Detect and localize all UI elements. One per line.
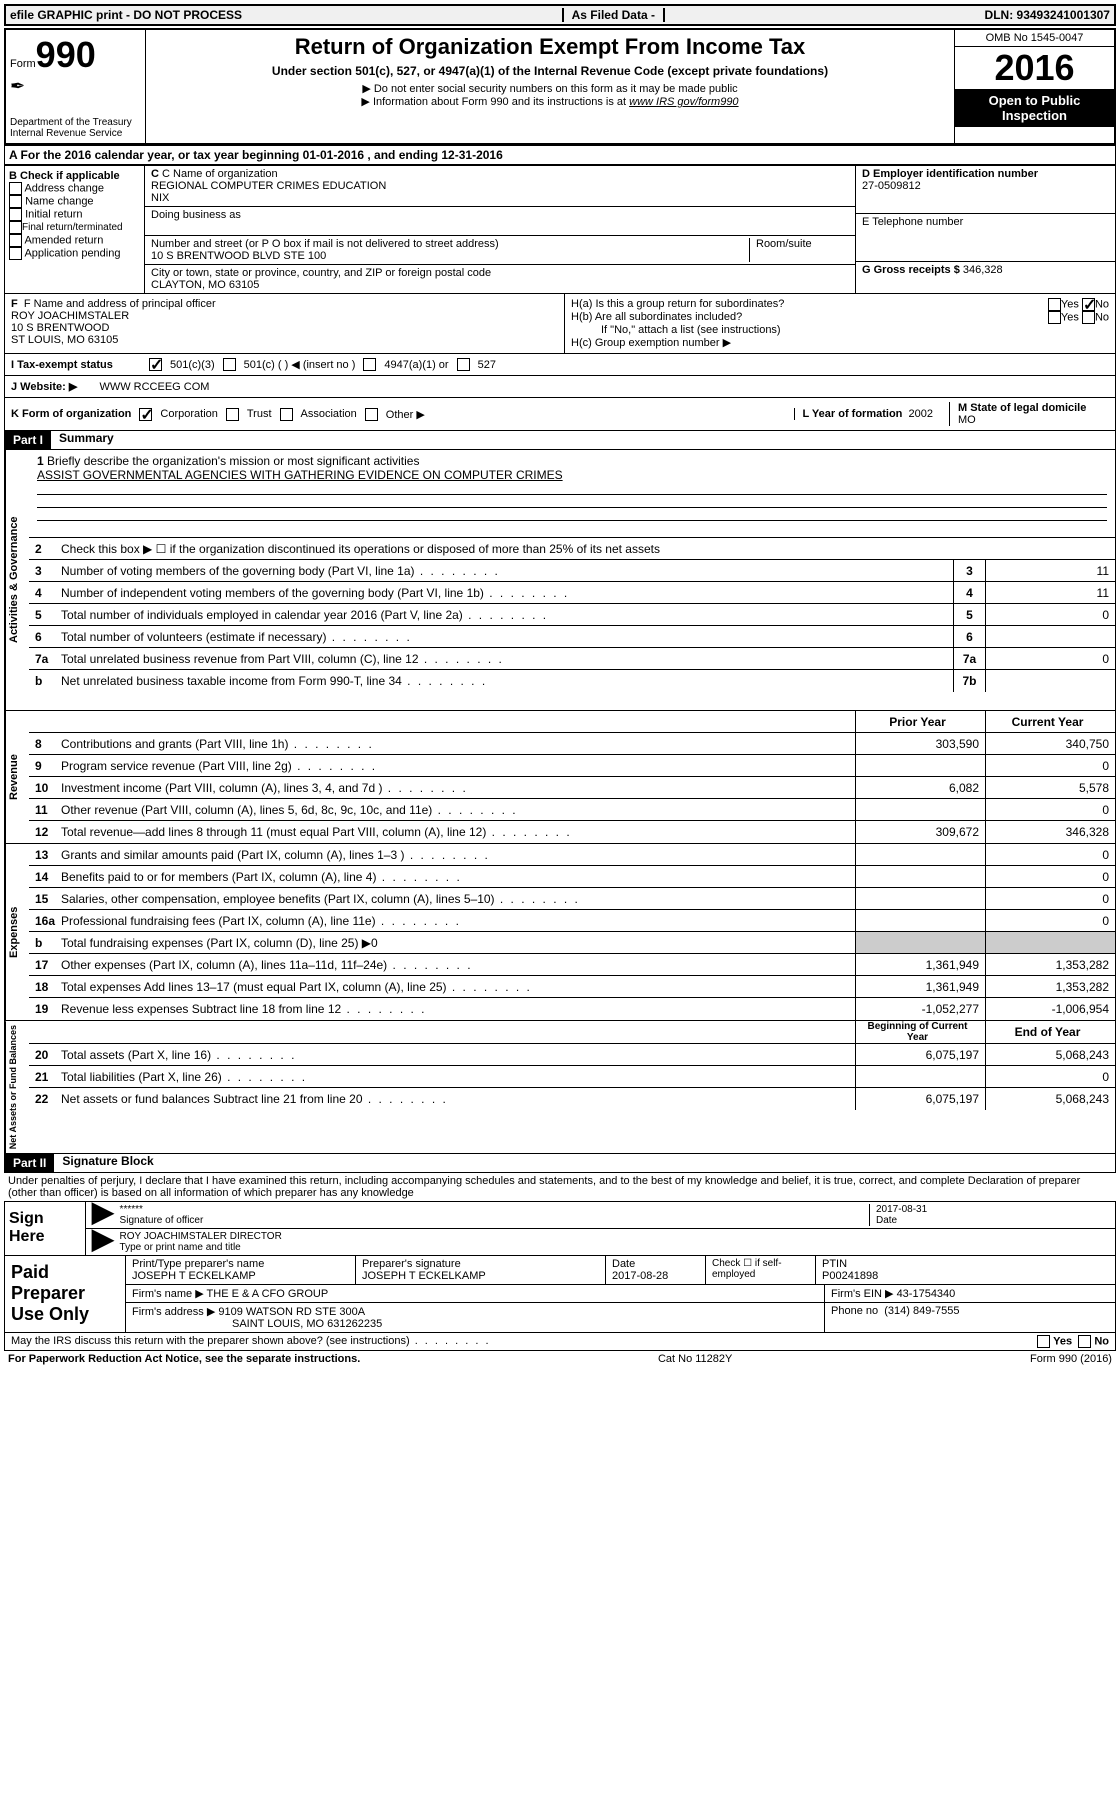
line-19: 19 Revenue less expenses Subtract line 1… (29, 998, 1115, 1020)
chk-4947[interactable] (363, 358, 376, 371)
paid-preparer-block: Paid Preparer Use Only Print/Type prepar… (4, 1256, 1116, 1333)
line-20: 20 Total assets (Part X, line 16) 6,075,… (29, 1044, 1115, 1066)
line-3: 3 Number of voting members of the govern… (29, 560, 1115, 582)
box-b: B Check if applicable Address change Nam… (5, 166, 145, 293)
chk-name-change[interactable]: Name change (9, 195, 140, 208)
box-d: D Employer identification number 27-0509… (856, 166, 1115, 214)
box-e: E Telephone number (856, 214, 1115, 262)
chk-501c[interactable] (223, 358, 236, 371)
line-7a: 7a Total unrelated business revenue from… (29, 648, 1115, 670)
mission-block: 1 Briefly describe the organization's mi… (29, 450, 1115, 538)
hb-yes-no[interactable]: Yes No (1048, 311, 1109, 324)
box-c-address: Number and street (or P O box if mail is… (145, 236, 855, 265)
line-b: b Total fundraising expenses (Part IX, c… (29, 932, 1115, 954)
chk-amended[interactable]: Amended return (9, 234, 140, 247)
vert-netassets: Net Assets or Fund Balances (5, 1021, 29, 1153)
instr-2: ▶ Information about Form 990 and its ins… (154, 95, 946, 108)
form-header: Form990 ✒ Department of the Treasury Int… (4, 28, 1116, 145)
irs-link[interactable]: www IRS gov/form990 (629, 96, 738, 108)
public-inspection: Open to Public Inspection (955, 89, 1114, 127)
discuss-row: May the IRS discuss this return with the… (4, 1333, 1116, 1351)
chk-trust[interactable] (226, 408, 239, 421)
box-c-dba: Doing business as (145, 207, 855, 236)
footer: For Paperwork Reduction Act Notice, see … (4, 1351, 1116, 1367)
box-h: H(a) Is this a group return for subordin… (565, 294, 1115, 353)
chk-501c3[interactable] (149, 358, 162, 371)
box-c-name: C C Name of organization REGIONAL COMPUT… (145, 166, 855, 207)
line-b: b Net unrelated business taxable income … (29, 670, 1115, 692)
sign-here-block: Sign Here ▶ ****** Signature of officer … (4, 1201, 1116, 1256)
form-label: Form (10, 58, 36, 70)
line-8: 8 Contributions and grants (Part VIII, l… (29, 733, 1115, 755)
topbar-right: DLN: 93493241001307 (985, 8, 1110, 22)
website[interactable]: WWW RCCEEG COM (99, 381, 209, 393)
chk-pending[interactable]: Application pending (9, 247, 140, 260)
line-13: 13 Grants and similar amounts paid (Part… (29, 844, 1115, 866)
line-6: 6 Total number of volunteers (estimate i… (29, 626, 1115, 648)
line-11: 11 Other revenue (Part VIII, column (A),… (29, 799, 1115, 821)
row-a-tax-year: A For the 2016 calendar year, or tax yea… (4, 145, 1116, 165)
omb-number: OMB No 1545-0047 (955, 30, 1114, 47)
begin-end-header: Beginning of Current Year End of Year (29, 1021, 1115, 1044)
section-bcdefg: B Check if applicable Address change Nam… (4, 165, 1116, 294)
vert-governance: Activities & Governance (5, 450, 29, 710)
sig-arrow-icon-2: ▶ (92, 1231, 114, 1253)
main-title: Return of Organization Exempt From Incom… (154, 34, 946, 60)
vert-expenses: Expenses (5, 844, 29, 1020)
chk-other[interactable] (365, 408, 378, 421)
chk-address-change[interactable]: Address change (9, 182, 140, 195)
discuss-yes-no[interactable]: Yes No (1037, 1335, 1109, 1348)
block-fh: F F Name and address of principal office… (4, 294, 1116, 354)
topbar-left: efile GRAPHIC print - DO NOT PROCESS (10, 8, 242, 22)
row-i: I Tax-exempt status 501(c)(3) 501(c) ( )… (4, 354, 1116, 376)
dept-treasury: Department of the Treasury (10, 117, 141, 128)
tax-year: 2016 (955, 47, 1114, 89)
line-2: 2 Check this box ▶ ☐ if the organization… (29, 538, 1115, 560)
box-g: G Gross receipts $ 346,328 (856, 262, 1115, 278)
form-number: 990 (36, 34, 96, 75)
chk-final-return[interactable]: Final return/terminated (9, 221, 140, 234)
efile-topbar: efile GRAPHIC print - DO NOT PROCESS As … (4, 4, 1116, 26)
row-k: K Form of organization Corporation Trust… (4, 398, 1116, 431)
line-18: 18 Total expenses Add lines 13–17 (must … (29, 976, 1115, 998)
chk-initial-return[interactable]: Initial return (9, 208, 140, 221)
chk-assoc[interactable] (280, 408, 293, 421)
box-c-city: City or town, state or province, country… (145, 265, 855, 293)
line-10: 10 Investment income (Part VIII, column … (29, 777, 1115, 799)
line-12: 12 Total revenue—add lines 8 through 11 … (29, 821, 1115, 843)
line-17: 17 Other expenses (Part IX, column (A), … (29, 954, 1115, 976)
prior-current-header: Prior Year Current Year (29, 711, 1115, 733)
part-2-header: Part II Signature Block (4, 1154, 1116, 1173)
line-16a: 16a Professional fundraising fees (Part … (29, 910, 1115, 932)
line-14: 14 Benefits paid to or for members (Part… (29, 866, 1115, 888)
vert-revenue: Revenue (5, 711, 29, 843)
box-f: F F Name and address of principal office… (5, 294, 565, 353)
line-22: 22 Net assets or fund balances Subtract … (29, 1088, 1115, 1110)
line-4: 4 Number of independent voting members o… (29, 582, 1115, 604)
sig-declaration: Under penalties of perjury, I declare th… (4, 1173, 1116, 1201)
ha-yes-no[interactable]: Yes No (1048, 298, 1109, 311)
line-15: 15 Salaries, other compensation, employe… (29, 888, 1115, 910)
row-j: J Website: ▶ WWW RCCEEG COM (4, 376, 1116, 398)
subtitle: Under section 501(c), 527, or 4947(a)(1)… (154, 64, 946, 78)
instr-1: ▶ Do not enter social security numbers o… (154, 82, 946, 95)
chk-corp[interactable] (139, 408, 152, 421)
summary-section: Activities & Governance 1 Briefly descri… (4, 450, 1116, 711)
dept-irs: Internal Revenue Service (10, 128, 141, 139)
part-1-header: Part I Summary (4, 431, 1116, 450)
line-5: 5 Total number of individuals employed i… (29, 604, 1115, 626)
line-21: 21 Total liabilities (Part X, line 26) 0 (29, 1066, 1115, 1088)
line-9: 9 Program service revenue (Part VIII, li… (29, 755, 1115, 777)
chk-self-employed[interactable]: Check ☐ if self-employed (706, 1256, 816, 1284)
topbar-mid: As Filed Data - (562, 8, 665, 22)
chk-527[interactable] (457, 358, 470, 371)
